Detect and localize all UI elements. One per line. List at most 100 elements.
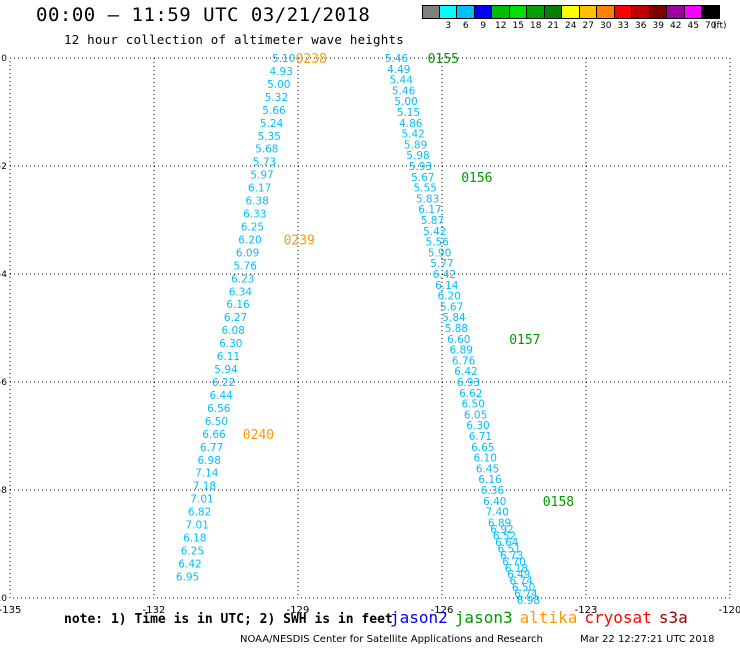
swh-value-altika: 6.34 <box>229 286 253 298</box>
swh-value-jason3: 6.10 <box>474 453 497 465</box>
swh-value-jason3: 5.98 <box>406 150 429 162</box>
generated-timestamp: Mar 22 12:27:21 UTC 2018 <box>580 634 715 645</box>
pass-time-label-jason3: 0158 <box>543 495 574 510</box>
swh-value-jason3: 5.44 <box>390 75 414 87</box>
swh-value-jason3: 5.87 <box>421 215 444 227</box>
swh-value-altika: 6.22 <box>212 377 235 389</box>
x-tick-label: -129 <box>287 605 310 616</box>
swh-value-altika: 6.23 <box>231 273 254 285</box>
swh-value-jason3: 6.50 <box>462 399 485 411</box>
swh-value-jason3: 6.74 <box>514 589 538 601</box>
swh-value-altika: 6.30 <box>219 338 242 350</box>
swh-value-jason3: 5.46 <box>385 53 409 65</box>
color-scale-label: 18 <box>530 21 542 31</box>
swh-value-jason3: 6.89 <box>488 517 511 529</box>
color-scale-swatch: 6 <box>457 5 475 31</box>
color-scale-box <box>509 5 527 19</box>
swh-value-jason3: 6.76 <box>452 355 476 367</box>
swh-value-jason3: 6.51 <box>498 543 521 555</box>
swh-value-jason3: 5.42 <box>423 226 446 238</box>
color-scale-swatch: 18 <box>527 5 545 31</box>
swh-value-jason3: 5.89 <box>404 139 427 151</box>
color-scale-swatch: 39 <box>649 5 667 31</box>
swh-value-jason3: 6.71 <box>469 431 492 443</box>
color-scale-label: 27 <box>582 21 594 31</box>
legend-item-jason3: jason3 <box>454 608 513 627</box>
swh-value-altika: 5.00 <box>267 79 290 91</box>
swh-value-jason3: 6.50 <box>512 582 535 594</box>
color-scale-box <box>474 5 492 19</box>
swh-value-altika: 5.32 <box>265 92 288 104</box>
plot-frame <box>9 57 731 599</box>
color-scale-box <box>702 5 720 19</box>
color-scale-swatch: 24 <box>562 5 580 31</box>
swh-value-altika: 5.24 <box>260 118 284 130</box>
swh-value-jason3: 6.89 <box>450 345 473 357</box>
color-scale-swatch: 42 <box>667 5 685 31</box>
swh-value-altika: 5.66 <box>262 105 286 117</box>
color-scale-label: 12 <box>495 21 507 31</box>
swh-value-altika: 5.68 <box>255 144 278 156</box>
color-scale-label: 21 <box>547 21 559 31</box>
swh-value-jason3: 5.42 <box>402 129 425 141</box>
swh-value-altika: 7.18 <box>193 481 216 493</box>
color-scale-swatch: 21 <box>544 5 562 31</box>
swh-value-jason3: 6.74 <box>510 576 534 588</box>
color-scale-label: 42 <box>670 21 682 31</box>
swh-value-jason3: 4.86 <box>399 118 423 130</box>
y-tick-label: -4 <box>0 270 7 280</box>
swh-value-jason3: 5.77 <box>430 258 453 270</box>
pass-time-label-jason3: 0157 <box>509 333 540 348</box>
color-scale-box <box>684 5 702 19</box>
swh-value-altika: 6.44 <box>210 390 234 402</box>
swh-value-jason3: 5.46 <box>392 85 416 97</box>
swh-value-altika: 6.50 <box>205 416 228 428</box>
color-scale-box <box>667 5 685 19</box>
swh-value-jason3: 6.92 <box>490 524 513 536</box>
swh-value-jason3: 6.73 <box>500 550 523 562</box>
units-note: note: 1) Time is in UTC; 2) SWH is in fe… <box>64 612 393 627</box>
color-scale-label: 9 <box>480 21 487 31</box>
swh-value-jason3: 6.42 <box>454 366 477 378</box>
x-tick-label: -123 <box>575 605 598 616</box>
color-scale-swatch: 12 <box>492 5 510 31</box>
color-scale-label: 36 <box>635 21 647 31</box>
color-scale-label: 3 <box>445 21 452 31</box>
swh-value-jason3: 6.65 <box>471 442 494 454</box>
pass-time-label-altika: 0240 <box>243 428 274 443</box>
swh-value-jason3: 6.62 <box>459 388 482 400</box>
swh-value-altika: 6.56 <box>207 403 231 415</box>
swh-value-jason3: 5.88 <box>445 323 468 335</box>
color-scale-box <box>457 5 475 19</box>
swh-value-jason3: 6.40 <box>483 496 506 508</box>
legend-item-jason2: jason2 <box>390 608 448 627</box>
swh-value-jason3: 6.36 <box>481 485 505 497</box>
swh-value-jason3: 6.16 <box>478 474 502 486</box>
swh-value-jason3: 6.30 <box>466 420 489 432</box>
swh-value-altika: 5.97 <box>250 170 273 182</box>
swh-value-jason3: 6.93 <box>457 377 480 389</box>
swh-value-altika: 6.17 <box>248 183 271 195</box>
swh-value-altika: 6.11 <box>217 351 240 363</box>
pass-time-label-jason3: 0156 <box>461 171 492 186</box>
y-tick-label: -6 <box>0 378 7 388</box>
swh-value-jason3: 6.05 <box>464 409 487 421</box>
swh-value-altika: 6.09 <box>236 247 259 259</box>
color-scale-swatch: 15 <box>509 5 527 31</box>
color-scale-swatch <box>422 5 440 31</box>
color-scale-swatch: 70 <box>702 5 720 31</box>
swh-value-altika: 6.42 <box>178 558 201 570</box>
swh-value-jason3: 6.60 <box>447 334 470 346</box>
color-scale-box <box>439 5 457 19</box>
color-scale-unit: (ft) <box>713 21 727 31</box>
swh-value-altika: 7.01 <box>190 494 213 506</box>
color-scale-label: 24 <box>565 21 577 31</box>
x-tick-label: -135 <box>0 605 21 616</box>
legend-item-cryosat: cryosat <box>584 608 652 627</box>
color-scale-label: 15 <box>512 21 524 31</box>
swh-value-altika: 5.76 <box>234 260 258 272</box>
color-scale-box <box>527 5 545 19</box>
swh-value-altika: 6.38 <box>246 196 269 208</box>
swh-value-jason3: 5.83 <box>416 193 439 205</box>
swh-value-jason3: 6.42 <box>433 269 456 281</box>
